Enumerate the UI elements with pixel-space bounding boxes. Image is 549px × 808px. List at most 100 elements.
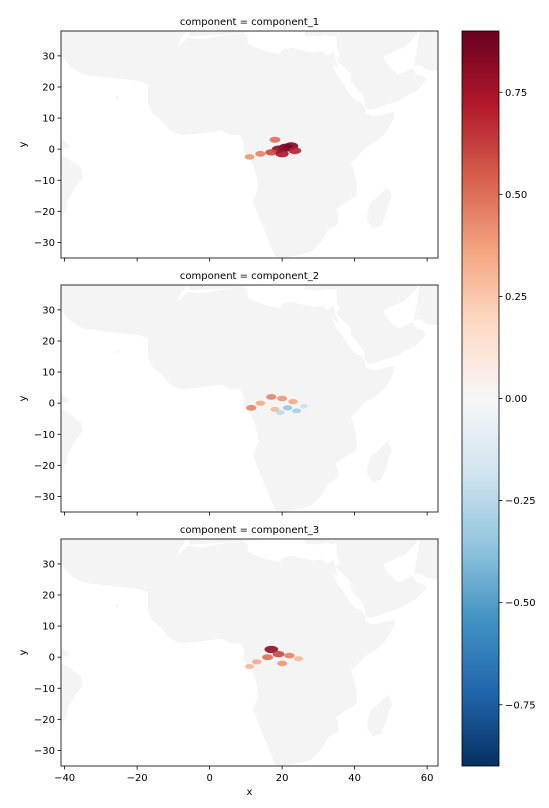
colorbar-tick-label: 0.50 [505, 190, 527, 201]
colorbar-tick-label: −0.50 [505, 598, 536, 609]
land-shape [148, 33, 395, 258]
land-shape [115, 96, 120, 100]
data-hotspot [277, 660, 288, 667]
land-shape [413, 285, 438, 325]
hotspot-layer [245, 645, 303, 669]
y-axis: −30 −20 −10 0 10 20 30 [34, 51, 61, 249]
land-shape [413, 539, 438, 579]
data-hotspot [251, 659, 262, 665]
colorbar-tick-label: 0.00 [505, 394, 527, 405]
panel-component-1: component = component_1 −30 −20 −10 0 10 20 30… [18, 17, 439, 262]
x-axis-label: x [247, 787, 253, 798]
data-hotspot [299, 404, 308, 409]
colorbar-tick-label: 0.25 [505, 292, 527, 303]
land-shape [61, 409, 83, 472]
map-layer [61, 31, 438, 258]
land-shape [327, 305, 339, 323]
data-hotspot [255, 150, 266, 157]
land-shape [367, 694, 392, 737]
data-hotspot [262, 654, 274, 661]
x-tick-label: 0 [206, 773, 212, 784]
land-shape [187, 31, 283, 37]
map-layer [61, 539, 438, 766]
panel-title: component = component_1 [180, 17, 319, 28]
land-shape [336, 31, 427, 110]
land-shape [367, 440, 392, 483]
map-layer [61, 285, 438, 512]
axes-frame [60, 284, 439, 513]
y-axis: −30 −20 −10 0 10 20 30 [34, 559, 61, 757]
land-shape [61, 393, 71, 404]
y-tick-label: −30 [34, 238, 55, 249]
data-hotspot [264, 645, 279, 654]
colorbar-ticks: 0.75 0.50 0.25 0.00 −0.25 −0.50 −0.75 [499, 88, 536, 711]
y-axis-label: y [18, 141, 29, 147]
panel-title: component = component_2 [180, 271, 319, 282]
y-tick-label: 30 [42, 559, 55, 570]
land-shape [336, 285, 427, 364]
land-shape [303, 31, 342, 37]
y-tick-label: 0 [49, 653, 55, 664]
y-tick-label: 30 [42, 51, 55, 62]
x-tick-label: 20 [276, 773, 289, 784]
y-tick-label: 20 [42, 82, 55, 93]
data-hotspot [276, 410, 285, 415]
land-shape [61, 285, 188, 338]
land-shape [336, 539, 427, 618]
data-hotspot [244, 154, 255, 160]
panel-component-3: component = component_3 −30 −20 −10 0 10 20 30… [18, 525, 439, 798]
y-tick-label: −10 [34, 176, 55, 187]
data-hotspot [284, 652, 295, 659]
data-hotspot [275, 150, 289, 158]
x-axis: −40 −20 0 20 40 60 [54, 766, 433, 784]
land-shape [303, 539, 342, 545]
land-shape [327, 559, 339, 577]
x-tick-label: −20 [127, 773, 148, 784]
data-hotspot [269, 136, 281, 143]
data-hotspot [246, 404, 257, 411]
data-hotspot [293, 656, 303, 662]
y-tick-label: −30 [34, 492, 55, 503]
y-tick-label: 20 [42, 336, 55, 347]
land-shape [61, 647, 71, 658]
land-shape [61, 155, 83, 218]
land-shape [367, 186, 392, 229]
land-shape [187, 539, 283, 545]
colorbar-tick-label: 0.75 [505, 88, 527, 99]
y-tick-label: 20 [42, 590, 55, 601]
land-shape [303, 285, 342, 291]
colorbar-tick-label: −0.25 [505, 496, 536, 507]
land-shape [413, 31, 438, 71]
colorbar: 0.75 0.50 0.25 0.00 −0.25 −0.50 −0.75 [461, 30, 536, 767]
hotspot-layer [246, 394, 308, 415]
hotspot-layer [244, 136, 302, 160]
land-shape [115, 604, 120, 608]
y-tick-label: 0 [49, 399, 55, 410]
land-shape [148, 541, 395, 766]
x-axis [64, 512, 428, 516]
y-tick-label: 0 [49, 145, 55, 156]
data-hotspot [265, 149, 278, 156]
data-hotspot [270, 406, 280, 412]
panel-component-2: component = component_2 −30 −20 −10 0 10 20 30… [18, 271, 439, 516]
panel-title: component = component_3 [180, 525, 319, 536]
y-axis-label: y [18, 395, 29, 401]
data-hotspot [292, 408, 302, 414]
data-hotspot [282, 405, 293, 411]
x-axis [64, 258, 428, 262]
land-shape [115, 350, 120, 354]
y-tick-label: 10 [42, 114, 55, 125]
y-tick-label: −20 [34, 207, 55, 218]
y-tick-label: −10 [34, 684, 55, 695]
data-hotspot [272, 650, 285, 658]
data-hotspot [255, 400, 266, 406]
y-tick-label: 10 [42, 368, 55, 379]
data-hotspot [288, 147, 302, 155]
axes-frame [60, 30, 439, 259]
land-shape [61, 31, 188, 84]
y-tick-label: −30 [34, 746, 55, 757]
y-tick-label: −20 [34, 715, 55, 726]
y-tick-label: 10 [42, 622, 55, 633]
data-hotspot [266, 394, 277, 400]
